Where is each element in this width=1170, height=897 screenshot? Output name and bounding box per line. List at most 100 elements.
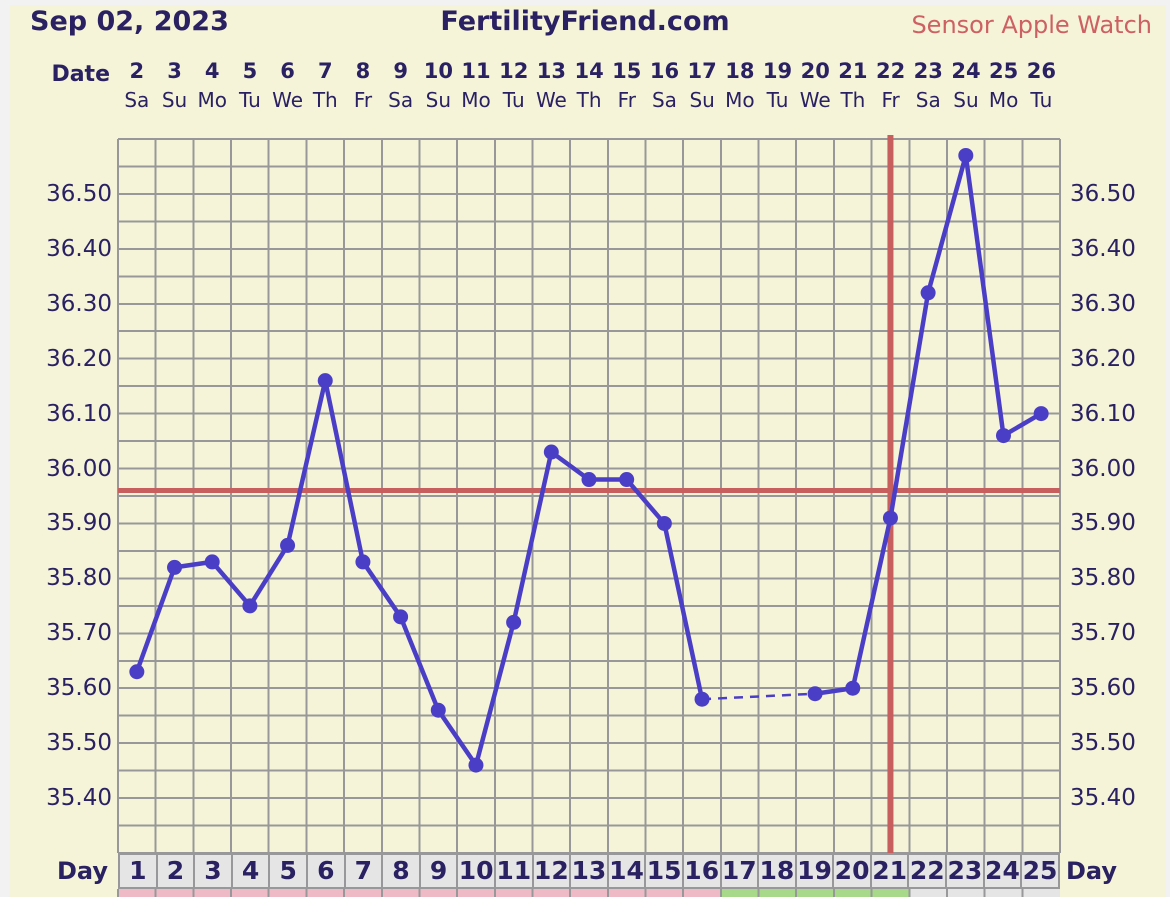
date-number: 24 bbox=[951, 59, 981, 83]
date-number: 8 bbox=[355, 59, 371, 83]
weekday-label: We bbox=[799, 88, 831, 112]
day-cell: 15 bbox=[644, 853, 684, 889]
day-cell: 9 bbox=[418, 853, 459, 889]
day-cell: 13 bbox=[569, 853, 609, 889]
day-cell: 20 bbox=[832, 853, 872, 889]
day-cell: 23 bbox=[945, 853, 985, 889]
date-number: 22 bbox=[875, 59, 906, 83]
date-number: 16 bbox=[649, 59, 680, 83]
y-tick-label-left: 35.90 bbox=[46, 510, 112, 537]
date-number: 19 bbox=[762, 59, 793, 83]
date-number: 26 bbox=[1026, 59, 1056, 83]
y-tick-label-right: 36.10 bbox=[1070, 400, 1136, 427]
phase-strip-segment-pre-ovulation bbox=[118, 889, 721, 897]
y-tick-label-left: 36.40 bbox=[46, 235, 112, 262]
date-number: 3 bbox=[167, 59, 182, 83]
weekday-label: Mo bbox=[197, 88, 227, 112]
day-cell: 17 bbox=[719, 853, 760, 889]
date-number: 20 bbox=[800, 59, 830, 83]
y-tick-label-left: 35.60 bbox=[46, 675, 112, 702]
y-tick-label-right: 35.60 bbox=[1070, 675, 1136, 702]
weekday-label: Tu bbox=[1030, 88, 1053, 112]
weekday-label: Tu bbox=[766, 88, 789, 112]
date-number: 12 bbox=[499, 59, 529, 83]
date-number: 21 bbox=[838, 59, 868, 83]
weekday-label: Su bbox=[425, 88, 452, 112]
date-number: 11 bbox=[461, 59, 491, 83]
day-cell: 3 bbox=[193, 853, 233, 889]
date-number: 2 bbox=[129, 59, 145, 83]
weekday-label: Mo bbox=[461, 88, 491, 112]
y-tick-label-left: 36.30 bbox=[46, 290, 112, 317]
date-number: 25 bbox=[989, 59, 1019, 83]
day-cell: 22 bbox=[907, 853, 948, 889]
day-cell: 14 bbox=[606, 853, 647, 889]
day-cell: 11 bbox=[493, 853, 534, 889]
date-number: 15 bbox=[612, 59, 642, 83]
date-number: 6 bbox=[280, 59, 295, 83]
y-tick-label-right: 35.90 bbox=[1070, 510, 1136, 537]
day-cell: 2 bbox=[155, 853, 196, 889]
y-tick-label-right: 36.30 bbox=[1070, 290, 1136, 317]
weekday-label: Tu bbox=[238, 88, 261, 112]
dates-row: 2 3 4 5 6 7 8 9 10 11 12 13 14 15 16 17 18 19 20 21 22 23 24 25… bbox=[118, 59, 1060, 83]
weekday-label: Sa bbox=[388, 88, 414, 112]
weekday-label: Mo bbox=[725, 88, 755, 112]
day-cell: 4 bbox=[230, 853, 271, 889]
y-tick-label-left: 36.00 bbox=[46, 455, 112, 482]
weekday-label: Tu bbox=[502, 88, 525, 112]
y-tick-label-left: 36.50 bbox=[46, 180, 112, 207]
y-tick-label-right: 35.70 bbox=[1070, 620, 1136, 647]
y-tick-label-left: 36.20 bbox=[46, 345, 112, 372]
date-number: 9 bbox=[393, 59, 408, 83]
day-cell: 1 bbox=[118, 853, 158, 889]
weekday-label: Su bbox=[689, 88, 715, 112]
day-cell: 12 bbox=[531, 853, 572, 889]
day-cell: 21 bbox=[869, 853, 910, 889]
site-brand: FertilityFriend.com bbox=[440, 6, 730, 37]
day-axis-label-right: Day bbox=[1066, 857, 1118, 885]
weekday-label: We bbox=[272, 88, 304, 112]
y-tick-label-right: 35.50 bbox=[1070, 730, 1136, 757]
date-number: 13 bbox=[536, 59, 567, 83]
day-cell: 16 bbox=[681, 853, 722, 889]
phase-strip-segment-post-cycle bbox=[909, 889, 1060, 897]
y-tick-label-right: 36.20 bbox=[1070, 345, 1136, 372]
y-tick-label-right: 35.80 bbox=[1070, 565, 1136, 592]
day-cell: 18 bbox=[757, 853, 797, 889]
day-cell: 25 bbox=[1020, 853, 1060, 889]
date-number: 17 bbox=[687, 59, 717, 83]
day-cell: 7 bbox=[343, 853, 384, 889]
day-cells-row: 1 2 3 4 5 6 7 8 9 10 11 12 13 14 15 16 17 18 19 20 21 22 23 24 2… bbox=[118, 853, 1060, 889]
day-cell: 10 bbox=[456, 853, 496, 889]
day-axis-label-left: Day bbox=[56, 857, 108, 885]
weekday-label: Th bbox=[576, 88, 602, 112]
day-cell: 24 bbox=[982, 853, 1023, 889]
phase-strip bbox=[118, 889, 1060, 897]
weekday-label: Sa bbox=[915, 88, 941, 112]
date-number: 10 bbox=[423, 59, 453, 83]
y-tick-label-right: 36.00 bbox=[1070, 455, 1136, 482]
day-cell: 8 bbox=[381, 853, 421, 889]
day-cell: 6 bbox=[305, 853, 346, 889]
weekday-label: Fr bbox=[353, 88, 373, 112]
weekday-label: Sa bbox=[651, 88, 677, 112]
y-tick-label-left: 35.80 bbox=[46, 565, 112, 592]
date-number: 4 bbox=[204, 59, 220, 83]
weekday-label: We bbox=[535, 88, 567, 112]
phase-strip-segment-post-ovulation bbox=[720, 889, 910, 897]
y-tick-label-right: 36.50 bbox=[1070, 180, 1136, 207]
weekday-label: Th bbox=[840, 88, 866, 112]
weekday-label: Fr bbox=[881, 88, 900, 112]
weekday-label: Th bbox=[312, 88, 338, 112]
weekday-label: Fr bbox=[617, 88, 636, 112]
day-cell: 5 bbox=[268, 853, 308, 889]
date-number: 18 bbox=[725, 59, 755, 83]
date-axis-label: Date bbox=[51, 62, 110, 87]
y-tick-label-left: 35.70 bbox=[46, 620, 112, 647]
weekday-label: Sa bbox=[124, 88, 150, 112]
y-tick-label-left: 36.10 bbox=[46, 400, 112, 427]
chart-date-title: Sep 02, 2023 bbox=[30, 6, 229, 37]
date-number: 14 bbox=[574, 59, 604, 83]
